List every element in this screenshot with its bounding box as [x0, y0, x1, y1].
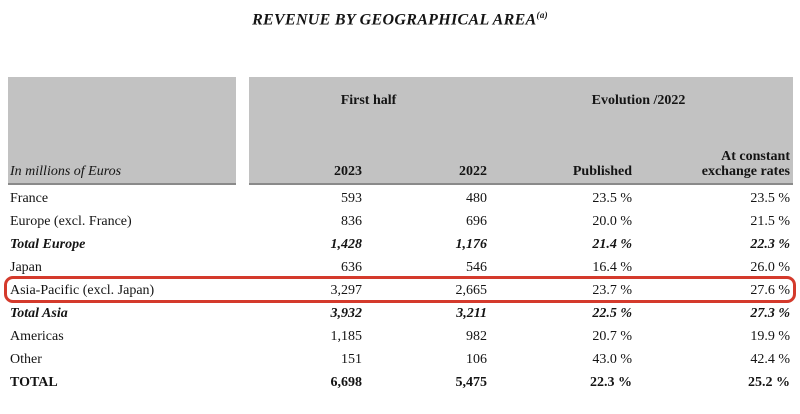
value-2023: 3,932	[330, 306, 363, 321]
value-published: 23.5 %	[592, 191, 632, 206]
row-label: France	[10, 191, 49, 206]
unit-label: In millions of Euros	[10, 164, 122, 179]
value-2023: 1,428	[330, 237, 363, 252]
value-published: 22.5 %	[592, 306, 632, 321]
column-header-row: In millions of Euros 2023 2022 Published…	[0, 149, 800, 179]
table-row-france: France 593 480 23.5 % 23.5 %	[0, 187, 800, 210]
value-2023: 1,185	[330, 329, 363, 344]
value-2023: 593	[341, 191, 362, 206]
value-2023: 6,698	[330, 375, 363, 390]
row-label: Asia-Pacific (excl. Japan)	[10, 283, 155, 298]
column-header-constant-line2: exchange rates	[701, 164, 790, 179]
value-constant: 42.4 %	[750, 352, 790, 367]
value-2023: 836	[341, 214, 362, 229]
value-published: 23.7 %	[592, 283, 632, 298]
row-label: Other	[10, 352, 42, 367]
value-2022: 546	[466, 260, 487, 275]
table-row-europe-excl-france: Europe (excl. France) 836 696 20.0 % 21.…	[0, 210, 800, 233]
table-row-asia-pacific-excl-japan: Asia-Pacific (excl. Japan) 3,297 2,665 2…	[0, 276, 800, 303]
table-row-total-europe: Total Europe 1,428 1,176 21.4 % 22.3 %	[0, 233, 800, 256]
table-row-americas: Americas 1,185 982 20.7 % 19.9 %	[0, 325, 800, 348]
value-2022: 2,665	[455, 283, 488, 298]
row-label: TOTAL	[10, 375, 58, 390]
value-constant: 27.6 %	[750, 283, 790, 298]
column-header-constant-line1: At constant	[721, 149, 790, 164]
value-published: 20.0 %	[592, 214, 632, 229]
value-constant: 25.2 %	[748, 375, 790, 390]
value-2022: 5,475	[455, 375, 488, 390]
value-2022: 982	[466, 329, 487, 344]
page-title-text: REVENUE BY GEOGRAPHICAL AREA	[252, 11, 537, 29]
table-row-other: Other 151 106 43.0 % 42.4 %	[0, 348, 800, 371]
value-published: 43.0 %	[592, 352, 632, 367]
column-header-constant-rates: At constant exchange rates	[632, 149, 790, 179]
table-row-japan: Japan 636 546 16.4 % 26.0 %	[0, 256, 800, 279]
value-constant: 21.5 %	[750, 214, 790, 229]
row-label: Europe (excl. France)	[10, 214, 132, 229]
page-title-footnote-marker: (a)	[536, 10, 548, 20]
value-2022: 480	[466, 191, 487, 206]
column-header-published: Published	[572, 164, 632, 179]
value-published: 16.4 %	[592, 260, 632, 275]
column-header-2023: 2023	[334, 164, 362, 179]
value-2022: 3,211	[456, 306, 487, 321]
column-header-2022: 2022	[459, 164, 487, 179]
row-label: Total Europe	[10, 237, 86, 252]
group-header-evolution: Evolution /2022	[591, 93, 686, 108]
group-header-first-half: First half	[340, 93, 397, 108]
table-row-total-asia: Total Asia 3,932 3,211 22.5 % 27.3 %	[0, 302, 800, 325]
row-label: Americas	[10, 329, 64, 344]
page-title: REVENUE BY GEOGRAPHICAL AREA(a)	[0, 10, 800, 29]
row-label: Total Asia	[10, 306, 68, 321]
row-label: Japan	[10, 260, 42, 275]
table-row-total: TOTAL 6,698 5,475 22.3 % 25.2 %	[0, 371, 800, 394]
value-constant: 26.0 %	[750, 260, 790, 275]
value-2022: 696	[466, 214, 487, 229]
value-published: 20.7 %	[592, 329, 632, 344]
table-body: France 593 480 23.5 % 23.5 % Europe (exc…	[0, 187, 800, 394]
value-constant: 19.9 %	[750, 329, 790, 344]
value-2022: 1,176	[455, 237, 488, 252]
table-header: First half Evolution /2022 In millions o…	[0, 77, 800, 185]
value-2023: 3,297	[330, 283, 363, 298]
value-2023: 151	[341, 352, 362, 367]
value-constant: 22.3 %	[750, 237, 790, 252]
header-background-data-columns	[249, 77, 793, 185]
value-2022: 106	[466, 352, 487, 367]
value-constant: 27.3 %	[750, 306, 790, 321]
value-published: 21.4 %	[592, 237, 632, 252]
value-constant: 23.5 %	[750, 191, 790, 206]
header-background-label-column	[8, 77, 236, 185]
value-published: 22.3 %	[590, 375, 632, 390]
value-2023: 636	[341, 260, 362, 275]
